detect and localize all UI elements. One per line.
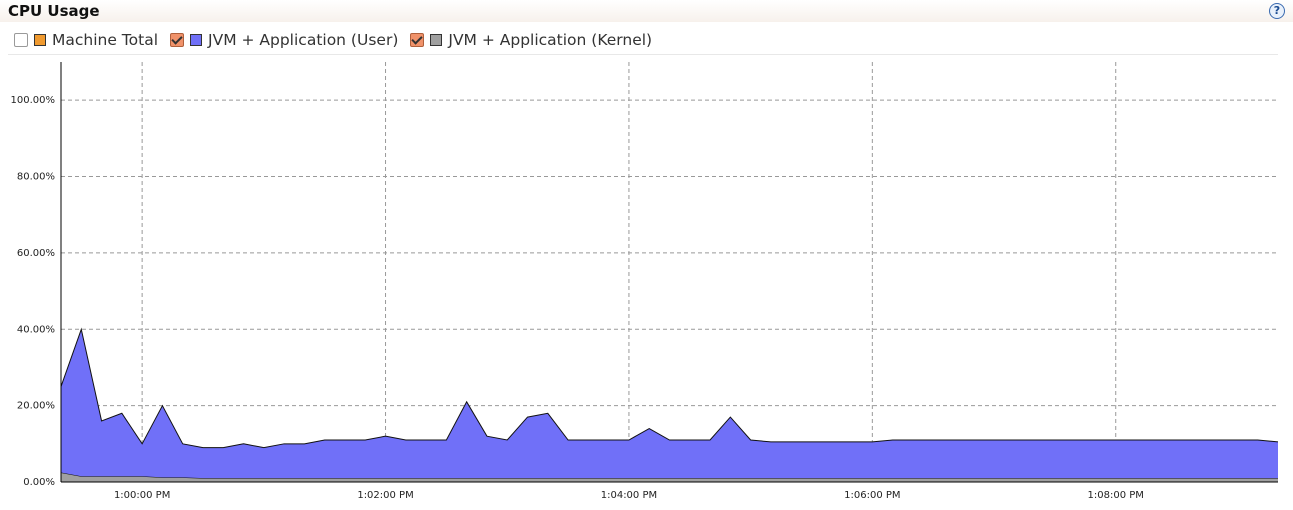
help-button[interactable]: ? bbox=[1269, 3, 1285, 19]
area bbox=[61, 329, 1278, 479]
checkbox[interactable] bbox=[14, 33, 28, 47]
legend-item: JVM + Application (User) bbox=[170, 31, 398, 49]
panel-title: CPU Usage bbox=[8, 2, 100, 20]
area-line bbox=[60, 471, 1278, 479]
x-tick-label: 1:02:00 PM bbox=[357, 490, 413, 501]
y-tick-label: 20.00% bbox=[17, 401, 55, 412]
legend-item: JVM + Application (Kernel) bbox=[410, 31, 652, 49]
x-tick-label: 1:08:00 PM bbox=[1088, 490, 1144, 501]
legend-label: Machine Total bbox=[52, 31, 159, 49]
separator bbox=[8, 54, 1278, 55]
header: CPU Usage ? bbox=[0, 0, 1293, 22]
checkbox[interactable] bbox=[410, 33, 425, 47]
x-tick-label: 1:06:00 PM bbox=[844, 490, 900, 501]
y-tick-label: 80.00% bbox=[17, 172, 55, 183]
area bbox=[61, 472, 1278, 482]
y-tick-label: 100.00% bbox=[11, 95, 56, 106]
y-tick-label: 0.00% bbox=[23, 477, 55, 488]
legend-swatch bbox=[34, 34, 46, 46]
checkbox[interactable] bbox=[170, 33, 185, 47]
y-tick-label: 60.00% bbox=[17, 248, 55, 259]
legend: Machine Total JVM + Application (User) JVM… bbox=[14, 30, 664, 50]
legend-label: JVM + Application (User) bbox=[208, 31, 399, 49]
legend-label: JVM + Application (Kernel) bbox=[448, 31, 653, 49]
legend-swatch bbox=[430, 34, 443, 46]
x-tick-label: 1:00:00 PM bbox=[114, 490, 170, 501]
legend-item: Machine Total bbox=[14, 31, 158, 49]
y-tick-label: 40.00% bbox=[17, 324, 55, 335]
area-line bbox=[60, 327, 1279, 449]
legend-swatch bbox=[190, 34, 203, 46]
x-tick-label: 1:04:00 PM bbox=[601, 490, 657, 501]
